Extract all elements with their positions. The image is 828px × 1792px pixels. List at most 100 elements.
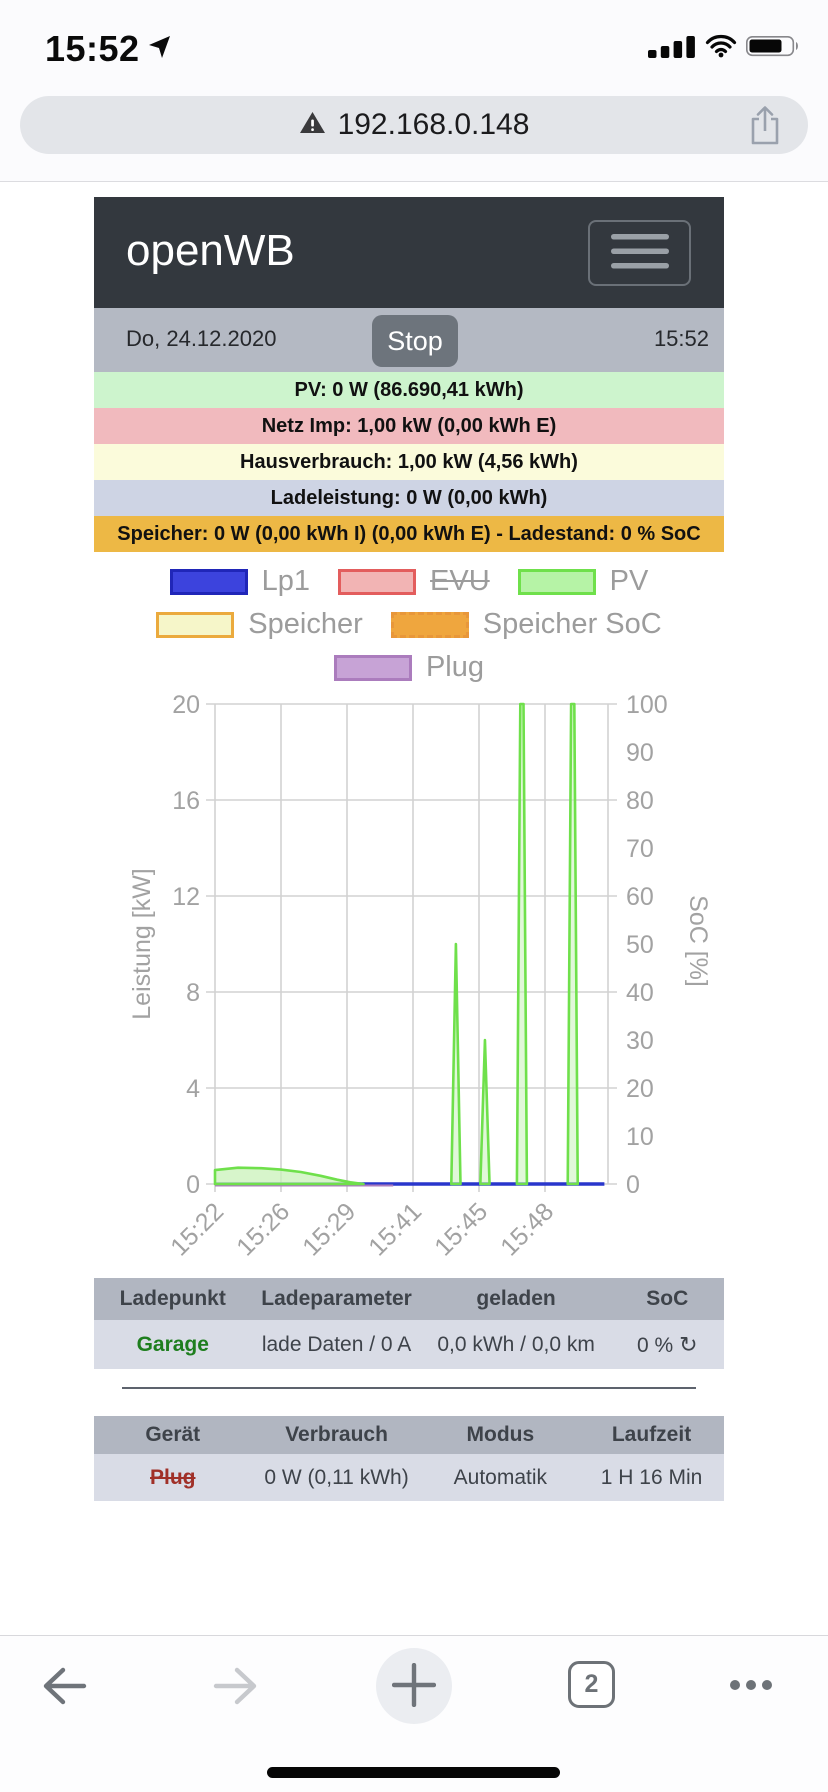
legend-label: Lp1 [261, 565, 311, 597]
stop-button[interactable]: Stop [372, 315, 458, 367]
table-header-row: Ladepunkt Ladeparameter geladen SoC [94, 1278, 724, 1320]
table-cell: Automatik [453, 1465, 548, 1489]
browser-toolbar: 2 [0, 1635, 828, 1792]
legend-item-plug[interactable]: Plug [333, 651, 485, 684]
more-menu-button[interactable] [729, 1679, 773, 1694]
new-tab-button[interactable] [376, 1648, 452, 1724]
column-header: Modus [466, 1423, 535, 1446]
table-header-row: Gerät Verbrauch Modus Laufzeit [94, 1416, 724, 1454]
legend-swatch [169, 568, 248, 595]
svg-text:0: 0 [186, 1171, 200, 1199]
column-header: geladen [476, 1287, 556, 1310]
app-header: openWB [94, 197, 724, 308]
svg-text:Leistung [kW]: Leistung [kW] [128, 868, 156, 1019]
svg-text:SoC [%]: SoC [%] [684, 895, 712, 987]
legend-swatch [156, 611, 235, 638]
legend-item-lp1[interactable]: Lp1 [169, 565, 311, 598]
column-header: Verbrauch [285, 1423, 388, 1446]
table-cell: 1 H 16 Min [600, 1465, 703, 1489]
legend-label: PV [609, 565, 649, 597]
hamburger-icon [610, 234, 669, 272]
app-title: openWB [126, 226, 295, 275]
column-header: Ladeparameter [261, 1287, 412, 1310]
svg-text:16: 16 [172, 787, 200, 815]
legend-swatch [333, 654, 412, 681]
table-row: Plug 0 W (0,11 kWh) Automatik 1 H 16 Min [94, 1454, 724, 1501]
status-row-pv: PV: 0 W (86.690,41 kWh) [94, 372, 724, 408]
table-cell: lade Daten / 0 A [261, 1332, 412, 1356]
battery-icon [746, 34, 802, 63]
legend-row: Lp1 EVU PV [94, 560, 724, 603]
legend-label: Speicher [248, 608, 363, 640]
refresh-icon[interactable]: ↻ [679, 1331, 698, 1357]
device-table: Gerät Verbrauch Modus Laufzeit Plug 0 W (0,11… [94, 1416, 724, 1501]
legend-label: EVU [430, 565, 490, 597]
chart-legend: Lp1 EVU PV Speicher Speicher SoC Plug [94, 552, 724, 689]
table-cell-link[interactable]: Plug [150, 1465, 196, 1489]
svg-text:50: 50 [626, 931, 654, 959]
svg-text:8: 8 [186, 979, 200, 1007]
back-button[interactable] [38, 1664, 90, 1711]
column-header: Laufzeit [611, 1423, 692, 1446]
svg-text:15:22: 15:22 [165, 1197, 229, 1261]
section-divider [122, 1387, 696, 1389]
svg-text:4: 4 [186, 1075, 200, 1103]
legend-label: Speicher SoC [482, 608, 662, 640]
status-row-hausverbrauch: Hausverbrauch: 1,00 kW (4,56 kWh) [94, 444, 724, 480]
chargepoint-table: Ladepunkt Ladeparameter geladen SoC Garage la… [94, 1278, 724, 1369]
legend-row: Plug [94, 646, 724, 689]
page-content: openWB Do, 24.12.2020 Stop 15:52 PV: 0 W… [94, 197, 724, 1501]
svg-text:100: 100 [626, 691, 668, 719]
table-cell-link[interactable]: Garage [136, 1332, 209, 1356]
status-row-netz: Netz Imp: 1,00 kW (0,00 kWh E) [94, 408, 724, 444]
legend-label: Plug [425, 651, 485, 683]
status-row-speicher: Speicher: 0 W (0,00 kWh I) (0,00 kWh E) … [94, 516, 724, 552]
svg-text:70: 70 [626, 835, 654, 863]
svg-text:30: 30 [626, 1027, 654, 1055]
wifi-icon [705, 34, 737, 63]
table-cell: 0,0 kWh / 0,0 km [437, 1332, 595, 1356]
legend-item-speicher-soc[interactable]: Speicher SoC [390, 608, 662, 641]
legend-swatch [390, 611, 469, 638]
signal-icon [648, 35, 696, 63]
status-rows: PV: 0 W (86.690,41 kWh) Netz Imp: 1,00 kW… [94, 372, 724, 552]
table-cell: 0 W (0,11 kWh) [264, 1465, 409, 1489]
url-text: 192.168.0.148 [337, 108, 530, 141]
legend-item-evu[interactable]: EVU [338, 565, 490, 598]
legend-row: Speicher Speicher SoC [94, 603, 724, 646]
svg-text:20: 20 [172, 691, 200, 719]
svg-text:15:45: 15:45 [429, 1197, 493, 1261]
column-header: SoC [646, 1287, 689, 1310]
date-label: Do, 24.12.2020 [126, 326, 277, 351]
browser-top-chrome: 15:52 [0, 0, 828, 182]
location-icon [148, 35, 172, 64]
table-row: Garage lade Daten / 0 A 0,0 kWh / 0,0 km 0 … [94, 1320, 724, 1369]
svg-text:15:41: 15:41 [363, 1197, 427, 1261]
not-secure-icon [299, 111, 326, 139]
home-indicator[interactable] [267, 1767, 560, 1778]
svg-text:40: 40 [626, 979, 654, 1007]
legend-swatch [517, 568, 596, 595]
power-chart: 0 4 8 12 16 20 0 10 20 30 40 50 60 70 80 90 100 Leistung … [128, 691, 712, 1261]
share-icon[interactable] [748, 105, 782, 151]
svg-text:12: 12 [172, 883, 200, 911]
tab-count: 2 [584, 1670, 599, 1698]
legend-item-speicher[interactable]: Speicher [156, 608, 363, 641]
svg-text:80: 80 [626, 787, 654, 815]
plus-icon [391, 1662, 437, 1710]
date-bar: Do, 24.12.2020 Stop 15:52 [94, 308, 724, 372]
forward-button[interactable] [210, 1664, 262, 1711]
address-bar[interactable]: 192.168.0.148 [20, 96, 808, 154]
legend-item-pv[interactable]: PV [517, 565, 649, 598]
time-label: 15:52 [653, 326, 709, 351]
svg-text:10: 10 [626, 1123, 654, 1151]
column-header: Ladepunkt [119, 1287, 226, 1310]
svg-text:60: 60 [626, 883, 654, 911]
legend-swatch [338, 568, 417, 595]
tab-switcher-button[interactable]: 2 [568, 1661, 615, 1708]
svg-text:90: 90 [626, 739, 654, 767]
svg-text:15:48: 15:48 [495, 1197, 559, 1261]
column-header: Gerät [145, 1423, 201, 1446]
menu-button[interactable] [588, 220, 691, 286]
